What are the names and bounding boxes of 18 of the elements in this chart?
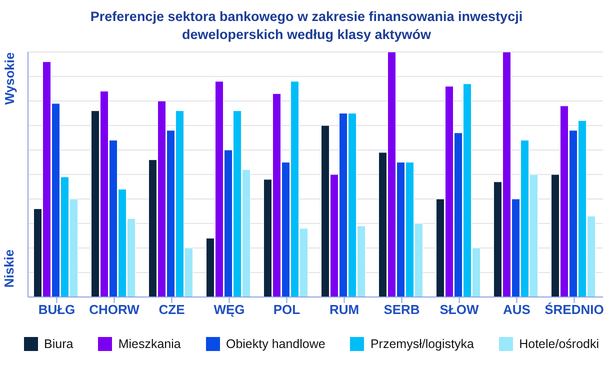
axis-low-label: Niskie — [0, 248, 18, 290]
x-tick-label: SŁOW — [440, 302, 480, 318]
legend-label: Hotele/ośrodki — [518, 337, 599, 351]
legend-label: Mieszkania — [117, 337, 181, 351]
x-tick-label: CZE — [158, 302, 186, 318]
x-tick-label: WĘG — [214, 302, 245, 318]
x-tick-label: BUŁG — [38, 302, 76, 318]
x-tick-label: SERB — [384, 302, 420, 318]
x-tick-label: CHORW — [89, 302, 140, 318]
x-tick-label: AUS — [503, 302, 531, 318]
axis-high-label: Wysokie — [0, 50, 18, 107]
legend-label: Obiekty handlowe — [224, 337, 326, 351]
legend-label: Biura — [43, 337, 74, 351]
x-tick-label: POL — [273, 302, 300, 318]
chart-title: Preferencje sektora bankowego w zakresie finansowania inwestycji deweloperskich według klasy aktywów — [89, 8, 524, 44]
legend-label: Przemysł/logistyka — [369, 337, 474, 351]
x-tick-label: ŚREDNIO — [544, 302, 604, 318]
x-tick-label: RUM — [329, 302, 360, 318]
